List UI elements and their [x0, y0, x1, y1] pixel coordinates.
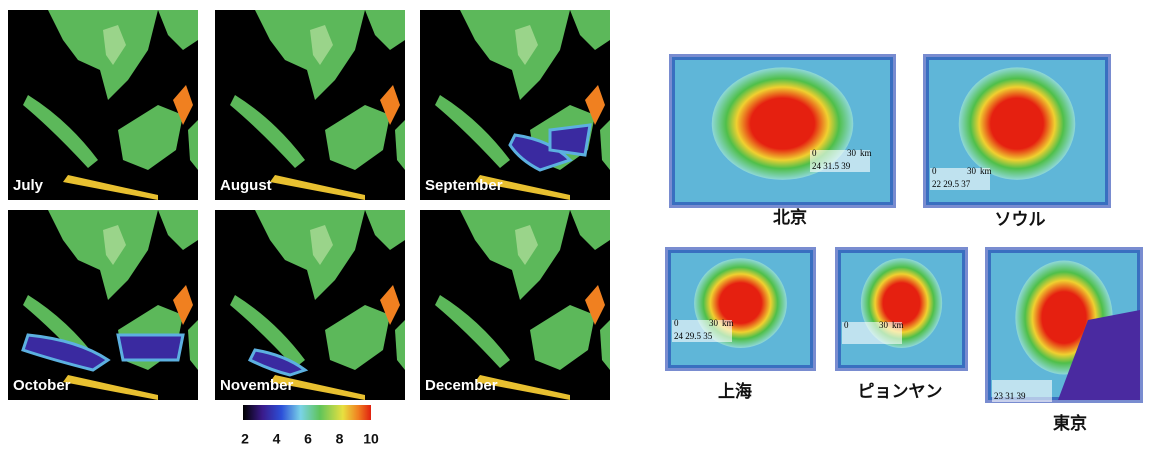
colorbar-tick-label: 10 — [363, 431, 379, 447]
month-label: December — [425, 377, 498, 394]
scale-text: 24 31.5 39 — [812, 161, 851, 171]
city-name: ピョンヤン — [858, 382, 943, 402]
figure: July August September October November Decemb… — [0, 0, 1149, 449]
colorbar — [243, 405, 371, 420]
map-image — [420, 210, 610, 400]
colorbar-ticks: 2 4 6 8 10 — [241, 431, 379, 447]
city-name: 上海 — [718, 381, 752, 402]
city-name: 東京 — [1053, 413, 1087, 434]
scale-text: 0 — [674, 318, 679, 328]
scale-text: 30 — [879, 320, 889, 330]
scale-text: 30 — [967, 166, 977, 176]
map-image — [8, 10, 198, 200]
month-label: August — [220, 177, 272, 194]
scale-text: km — [722, 318, 734, 328]
city-name: 北京 — [773, 207, 807, 228]
map-image — [215, 210, 405, 400]
colorbar-tick-label: 4 — [273, 431, 281, 447]
scale-text: 30 — [847, 148, 857, 158]
month-label: November — [220, 377, 294, 394]
scale-text: km — [860, 148, 872, 158]
low-value-region — [118, 335, 183, 360]
map-image — [215, 10, 405, 200]
scale-text: 0 — [812, 148, 817, 158]
scale-text: km — [892, 320, 904, 330]
month-label: September — [425, 177, 503, 194]
scale-text: 22 29.5 37 — [932, 179, 971, 189]
map-image — [420, 10, 610, 200]
scale-text: 23 31 39 — [994, 391, 1026, 401]
scale-text: km — [980, 166, 992, 176]
month-label: October — [13, 377, 71, 394]
city-name: ソウル — [995, 210, 1046, 230]
colorbar-tick-label: 6 — [304, 431, 312, 447]
colorbar-tick-label: 8 — [336, 431, 344, 447]
scale-text: 0 — [844, 320, 849, 330]
month-label: July — [13, 177, 44, 194]
scale-text: 30 — [709, 318, 719, 328]
colorbar-tick-label: 2 — [241, 431, 249, 447]
monthly-maps: July August September October November Decemb… — [8, 10, 610, 400]
low-value-region — [550, 125, 590, 155]
map-image — [8, 210, 198, 400]
scale-text: 0 — [932, 166, 937, 176]
urban-heat — [959, 67, 1075, 179]
scale-text: 24 29.5 35 — [674, 331, 713, 341]
